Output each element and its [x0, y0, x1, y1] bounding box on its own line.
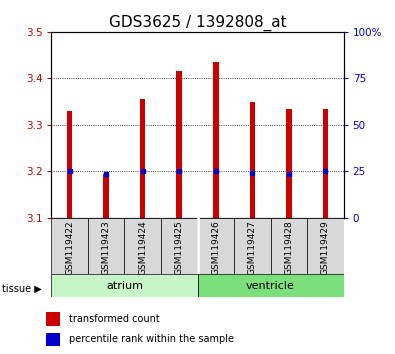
Bar [250, 102, 255, 218]
Bar [88, 218, 124, 274]
Bar [140, 99, 145, 218]
Bar [103, 173, 109, 218]
Bar [234, 218, 271, 274]
Text: GSM119422: GSM119422 [65, 221, 74, 275]
Text: GSM119423: GSM119423 [102, 221, 111, 275]
Bar [198, 274, 344, 297]
Bar [161, 218, 198, 274]
Bar [286, 109, 292, 218]
Text: GSM119428: GSM119428 [284, 221, 293, 275]
Text: tissue ▶: tissue ▶ [2, 284, 42, 293]
Bar [51, 274, 198, 297]
Text: GSM119427: GSM119427 [248, 221, 257, 275]
Title: GDS3625 / 1392808_at: GDS3625 / 1392808_at [109, 14, 286, 30]
Text: GSM119425: GSM119425 [175, 221, 184, 275]
Text: atrium: atrium [106, 281, 143, 291]
Bar [51, 218, 88, 274]
Text: GSM119426: GSM119426 [211, 221, 220, 275]
Bar [177, 72, 182, 218]
Bar [213, 62, 218, 218]
Bar [124, 218, 161, 274]
Bar [47, 333, 60, 346]
Text: GSM119424: GSM119424 [138, 221, 147, 275]
Text: percentile rank within the sample: percentile rank within the sample [69, 335, 234, 344]
Bar [198, 218, 234, 274]
Text: transformed count: transformed count [69, 314, 160, 324]
Bar [307, 218, 344, 274]
Bar [47, 312, 60, 326]
Text: ventricle: ventricle [246, 281, 295, 291]
Bar [67, 111, 72, 218]
Bar [271, 218, 307, 274]
Bar [323, 109, 328, 218]
Text: GSM119429: GSM119429 [321, 221, 330, 275]
